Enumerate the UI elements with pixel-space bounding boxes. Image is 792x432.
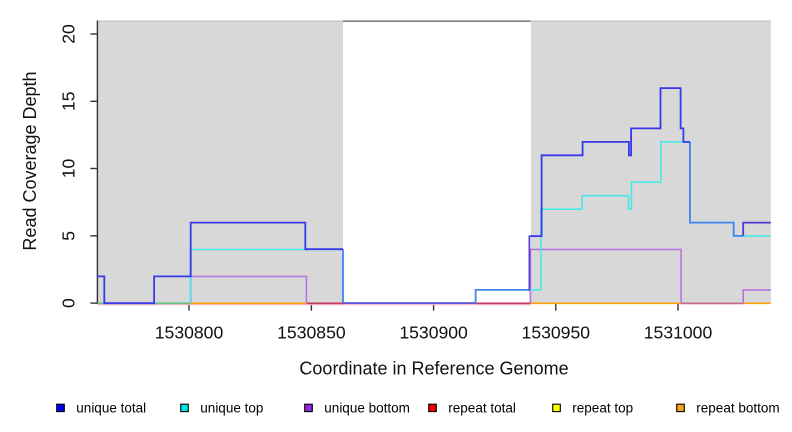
svg-text:0: 0 <box>59 298 79 308</box>
svg-text:1530800: 1530800 <box>155 323 224 343</box>
svg-text:repeat bottom: repeat bottom <box>696 401 779 416</box>
svg-text:5: 5 <box>59 231 79 241</box>
svg-text:1530900: 1530900 <box>399 323 468 343</box>
svg-text:unique top: unique top <box>200 401 263 416</box>
svg-text:Coordinate in Reference Genome: Coordinate in Reference Genome <box>299 359 568 379</box>
svg-text:unique total: unique total <box>76 401 146 416</box>
svg-text:1530950: 1530950 <box>522 323 591 343</box>
svg-text:Read Coverage Depth: Read Coverage Depth <box>20 71 40 250</box>
svg-text:20: 20 <box>59 24 79 44</box>
svg-text:1531000: 1531000 <box>644 323 713 343</box>
svg-text:15: 15 <box>59 91 79 111</box>
svg-text:repeat top: repeat top <box>572 401 633 416</box>
svg-text:unique bottom: unique bottom <box>324 401 410 416</box>
svg-text:1530850: 1530850 <box>277 323 346 343</box>
svg-text:repeat total: repeat total <box>448 401 516 416</box>
svg-text:10: 10 <box>59 159 79 179</box>
